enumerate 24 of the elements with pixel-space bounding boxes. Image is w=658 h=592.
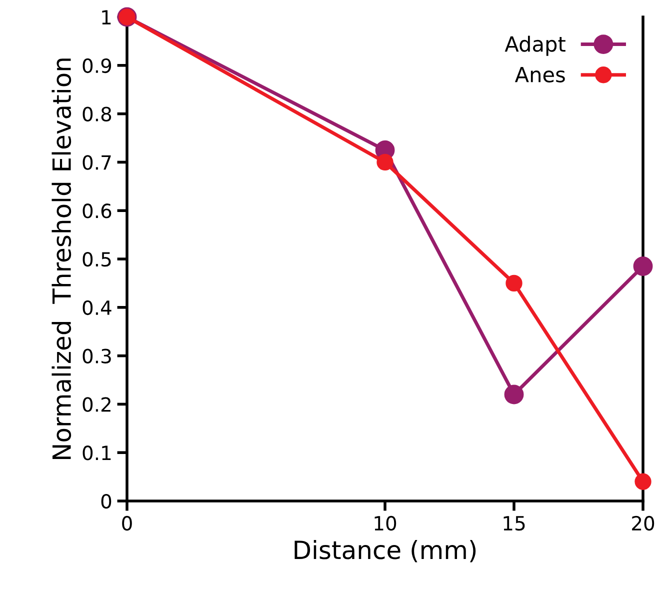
y-tick-label: 0.6 [82,204,112,218]
y-tick-label: 0.8 [82,106,112,122]
point [376,154,394,171]
point [633,256,653,276]
y-tick-label: 0 [101,494,112,509]
x-tick-label: 20 [632,516,654,531]
y-tick-label: 1 [102,10,111,24]
x-axis-title: Distance (mm) [294,540,476,562]
point [634,473,652,490]
y-axis-title: Normalized Threshold Elevation [52,58,72,460]
y-tick-label: 0.4 [82,300,112,316]
point [506,274,522,292]
x-tick-label: 10 [374,516,396,531]
x-tick-label: 15 [504,516,525,531]
point [504,384,524,404]
y-tick-label: 0.5 [82,252,111,267]
y-tick-label: 0.2 [82,397,110,412]
y-tick-label: 0.7 [82,155,111,170]
y-tick-label: 0.3 [82,348,111,364]
x-tick-label: 0 [122,516,132,531]
y-tick-label: 0.1 [82,446,111,460]
y-tick-label: 0.9 [82,58,112,74]
legend-label: Anes [514,66,565,82]
legend-label: Adapt [504,36,566,56]
